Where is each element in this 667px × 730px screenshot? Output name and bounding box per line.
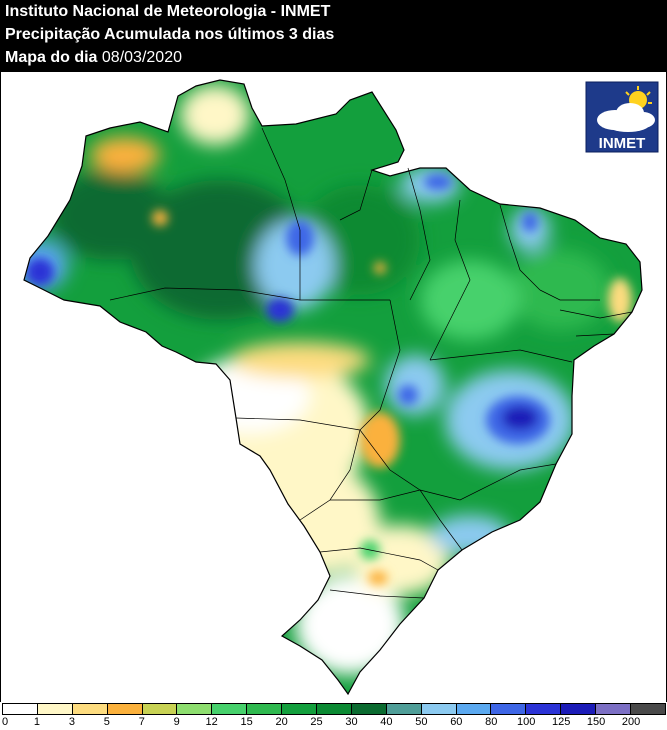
map-date-label: Mapa do dia	[5, 49, 98, 66]
legend-color-cell	[596, 704, 632, 714]
brazil-precipitation-map: INMET	[23, 79, 659, 695]
legend-tick-label: 60	[450, 716, 463, 728]
legend-tick-label: 9	[173, 716, 180, 728]
state-borders	[109, 127, 633, 599]
legend-color-bar	[2, 703, 666, 715]
legend-color-cell	[142, 704, 178, 714]
map-date-line: Mapa do dia 08/03/2020	[5, 49, 182, 67]
legend-tick-label: 30	[345, 716, 358, 728]
legend-tick-label: 5	[103, 716, 110, 728]
legend-tick-label: 50	[415, 716, 428, 728]
legend-color-cell	[72, 704, 108, 714]
precipitation-legend: 0 1 3 5 7 9 12 15 20 25 30 40 50 60 80 100 125 150 200	[0, 703, 667, 730]
legend-color-cell	[37, 704, 73, 714]
map-subtitle: Precipitação Acumulada nos últimos 3 dia…	[5, 26, 335, 43]
legend-tick-label: 1	[33, 716, 40, 728]
map-date: 08/03/2020	[101, 49, 182, 66]
legend-color-cell	[491, 704, 527, 714]
legend-tick-label: 200	[621, 716, 641, 728]
legend-color-cell	[421, 704, 457, 714]
legend-color-cell	[351, 704, 387, 714]
legend-color-cell	[247, 704, 283, 714]
legend-color-cell	[386, 704, 422, 714]
legend-tick-label: 15	[240, 716, 253, 728]
map-header: Instituto Nacional de Meteorologia - INM…	[0, 0, 667, 72]
legend-tick-label: 7	[138, 716, 145, 728]
legend-color-cell	[3, 704, 38, 714]
legend-color-cell	[456, 704, 492, 714]
legend-tick-label: 3	[68, 716, 75, 728]
legend-tick-label: 80	[485, 716, 498, 728]
precipitation-fill	[24, 80, 642, 694]
legend-color-cell	[177, 704, 213, 714]
legend-tick-label: 150	[586, 716, 606, 728]
legend-color-cell	[317, 704, 352, 714]
legend-tick-label: 20	[275, 716, 288, 728]
legend-tick-label: 12	[205, 716, 218, 728]
inmet-logo-text: INMET	[599, 135, 646, 152]
legend-tick-label: 25	[310, 716, 323, 728]
legend-color-cell	[631, 704, 665, 714]
legend-tick-label: 125	[551, 716, 571, 728]
legend-color-cell	[212, 704, 248, 714]
legend-color-cell	[561, 704, 597, 714]
legend-tick-label: 0	[1, 716, 9, 728]
inmet-logo: INMET	[585, 81, 659, 153]
legend-tick-label: 100	[517, 716, 536, 728]
institute-title: Instituto Nacional de Meteorologia - INM…	[5, 3, 331, 20]
legend-tick-label: 40	[380, 716, 393, 728]
legend-color-cell	[526, 704, 562, 714]
legend-color-cell	[282, 704, 318, 714]
sun-cloud-icon	[597, 86, 655, 132]
legend-color-cell	[107, 704, 143, 714]
